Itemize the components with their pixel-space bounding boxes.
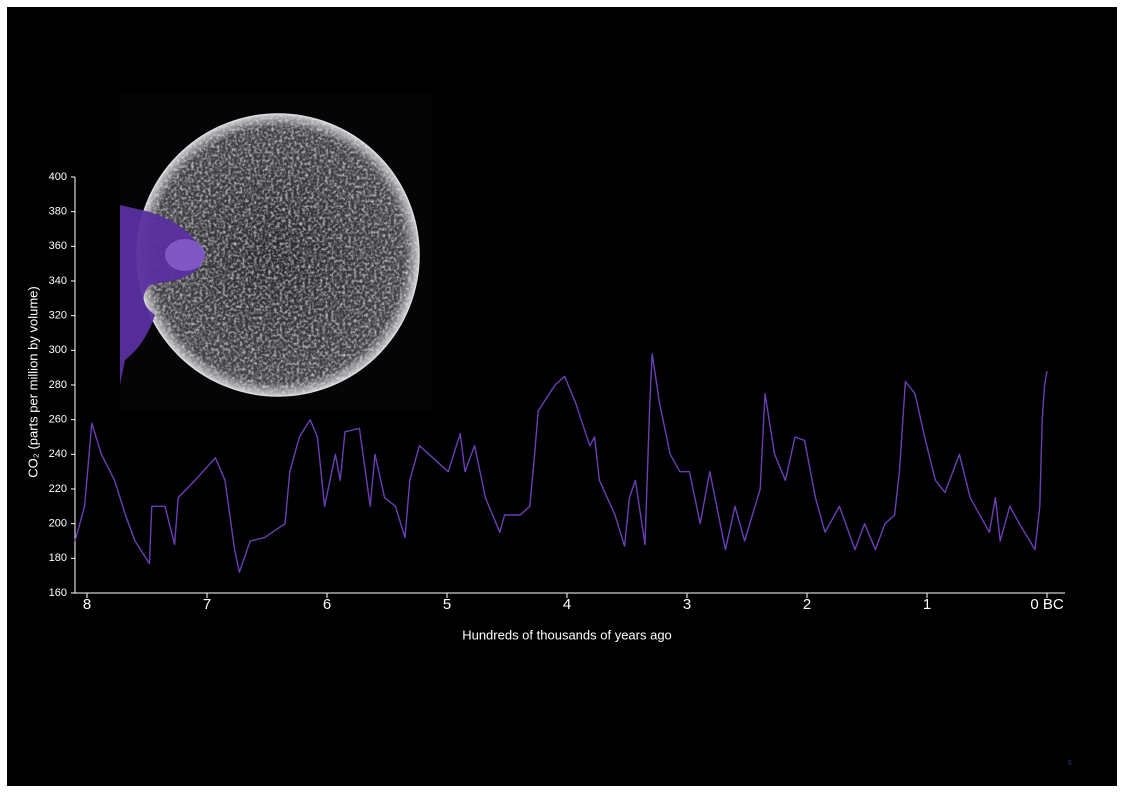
- y-tick-label: 240: [49, 448, 67, 460]
- y-tick-label: 380: [49, 206, 67, 218]
- y-tick-label: 340: [49, 275, 67, 287]
- y-tick-label: 260: [49, 414, 67, 426]
- y-tick-label: 280: [49, 379, 67, 391]
- x-tick-label: 6: [323, 596, 331, 613]
- y-tick-label: 320: [49, 310, 67, 322]
- x-tick-label: 8: [83, 596, 91, 613]
- y-tick-label: 160: [49, 587, 67, 599]
- y-tick-label: 400: [49, 171, 67, 183]
- y-tick-label: 200: [49, 518, 67, 530]
- x-tick-label: 2: [803, 596, 811, 613]
- page-number: 6: [1068, 760, 1072, 767]
- slide: 160 180 200 220 240 260 280 300 320 340 360 380 400 8…: [0, 0, 1123, 793]
- page: {"chart_data": { "type": "line", "x_labe…: [0, 0, 1123, 793]
- y-tick-label: 220: [49, 483, 67, 495]
- ice-core-photo: [120, 95, 432, 410]
- x-tick-label: 4: [563, 596, 571, 613]
- x-tick-label: 0 BC: [1030, 596, 1064, 613]
- y-tick-label: 300: [49, 344, 67, 356]
- x-tick-label: 1: [923, 596, 931, 613]
- x-tick-label: 7: [203, 596, 211, 613]
- y-tick-label: 180: [49, 552, 67, 564]
- x-tick-label: 3: [683, 596, 691, 613]
- y-tick-label: 360: [49, 240, 67, 252]
- y-axis-label: CO₂ (parts per million by volume): [25, 286, 40, 477]
- x-tick-label: 5: [443, 596, 451, 613]
- x-axis-label: Hundreds of thousands of years ago: [462, 627, 672, 642]
